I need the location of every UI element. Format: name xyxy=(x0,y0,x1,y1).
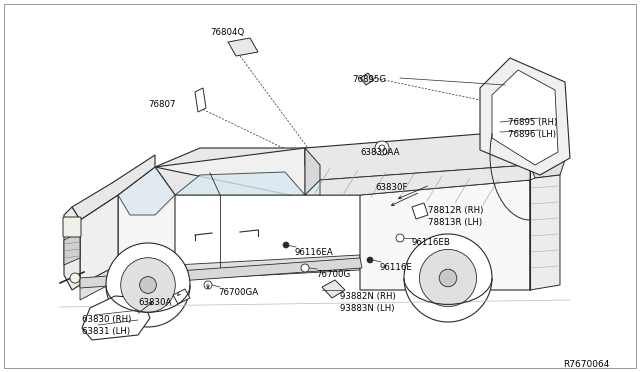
Polygon shape xyxy=(80,195,118,285)
Polygon shape xyxy=(480,58,570,175)
Circle shape xyxy=(404,234,492,322)
Text: 93882N (RH): 93882N (RH) xyxy=(340,292,396,301)
Text: 96116E: 96116E xyxy=(380,263,413,272)
Polygon shape xyxy=(118,167,175,215)
Circle shape xyxy=(396,234,404,242)
Polygon shape xyxy=(305,148,345,195)
Circle shape xyxy=(419,249,477,307)
Text: 76700G: 76700G xyxy=(316,270,350,279)
Polygon shape xyxy=(72,155,155,220)
Text: 93883N (LH): 93883N (LH) xyxy=(340,304,394,313)
Circle shape xyxy=(375,141,389,155)
Polygon shape xyxy=(492,70,558,165)
Polygon shape xyxy=(175,172,305,195)
Text: 76895 (RH): 76895 (RH) xyxy=(508,118,557,127)
Polygon shape xyxy=(305,130,560,180)
Circle shape xyxy=(121,258,175,312)
Polygon shape xyxy=(80,258,362,288)
Circle shape xyxy=(140,277,156,294)
Text: 78812R (RH): 78812R (RH) xyxy=(428,206,483,215)
Text: 76804Q: 76804Q xyxy=(210,28,244,37)
Polygon shape xyxy=(530,148,565,178)
Polygon shape xyxy=(228,38,258,56)
Polygon shape xyxy=(64,232,80,265)
Circle shape xyxy=(106,243,190,327)
Text: 63830AA: 63830AA xyxy=(360,148,399,157)
Polygon shape xyxy=(530,175,560,290)
Text: 63830A: 63830A xyxy=(138,298,172,307)
Polygon shape xyxy=(360,73,374,85)
Text: 78813R (LH): 78813R (LH) xyxy=(428,218,482,227)
Polygon shape xyxy=(305,148,320,195)
Polygon shape xyxy=(155,148,320,195)
Text: R7670064: R7670064 xyxy=(564,360,610,369)
Circle shape xyxy=(301,264,309,272)
Text: 63830 (RH): 63830 (RH) xyxy=(82,315,131,324)
Polygon shape xyxy=(155,148,360,195)
Polygon shape xyxy=(360,180,530,290)
Circle shape xyxy=(439,269,457,287)
Polygon shape xyxy=(118,167,175,265)
Polygon shape xyxy=(320,165,530,195)
Polygon shape xyxy=(195,88,206,112)
Circle shape xyxy=(283,242,289,248)
Circle shape xyxy=(367,257,373,263)
Polygon shape xyxy=(322,280,345,298)
Polygon shape xyxy=(64,207,80,290)
Text: 63830F: 63830F xyxy=(375,183,408,192)
Polygon shape xyxy=(82,296,150,340)
Circle shape xyxy=(70,273,80,283)
Text: 96116EA: 96116EA xyxy=(295,248,333,257)
Text: 96116EB: 96116EB xyxy=(412,238,451,247)
Polygon shape xyxy=(412,203,428,219)
Circle shape xyxy=(204,281,212,289)
Text: 76807: 76807 xyxy=(148,100,175,109)
Polygon shape xyxy=(80,255,360,300)
Text: 76700GA: 76700GA xyxy=(218,288,258,297)
FancyBboxPatch shape xyxy=(63,217,81,237)
Text: 76896 (LH): 76896 (LH) xyxy=(508,130,556,139)
Text: 63831 (LH): 63831 (LH) xyxy=(82,327,130,336)
Polygon shape xyxy=(173,289,190,304)
Text: 76895G: 76895G xyxy=(352,75,386,84)
Circle shape xyxy=(379,145,385,151)
